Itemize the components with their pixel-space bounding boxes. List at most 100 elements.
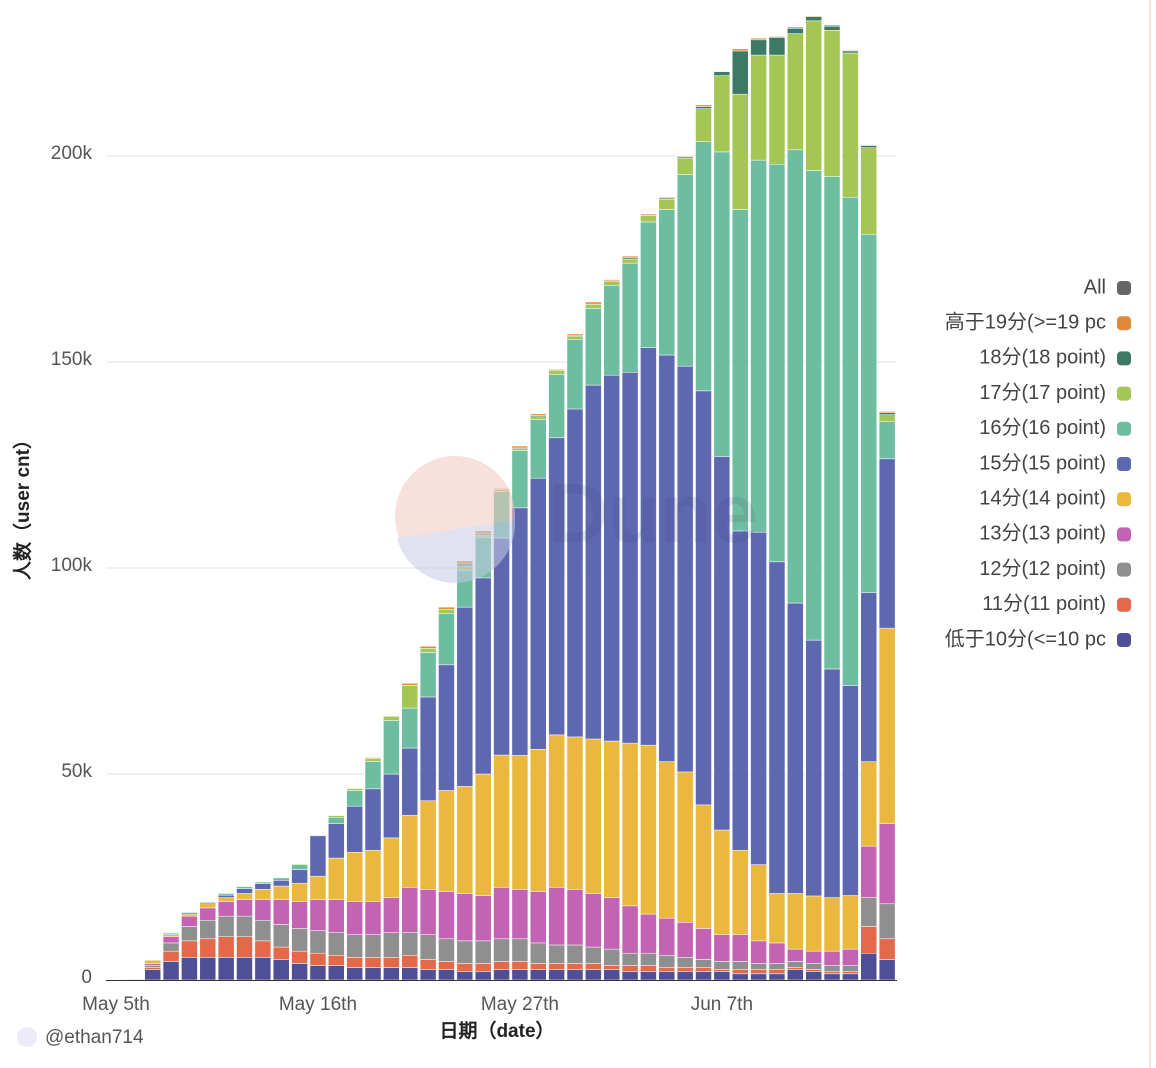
bar-segment bbox=[364, 757, 382, 759]
bar-segment bbox=[676, 971, 694, 981]
bar-segment bbox=[640, 744, 657, 915]
bar-segment bbox=[383, 957, 400, 968]
bar-segment bbox=[548, 368, 565, 371]
bar-segment bbox=[254, 899, 272, 921]
bar-segment bbox=[640, 221, 657, 348]
bar-segment bbox=[291, 864, 308, 870]
bar-segment bbox=[438, 664, 455, 791]
bar-segment bbox=[750, 37, 767, 41]
bar-segment bbox=[419, 889, 437, 935]
bar-segment bbox=[566, 408, 584, 738]
x-tick-label: Jun 7th bbox=[691, 994, 753, 1015]
bar-segment bbox=[805, 969, 822, 973]
legend-swatch bbox=[1117, 351, 1131, 366]
bar-segment bbox=[603, 948, 620, 966]
bar-segment bbox=[566, 969, 584, 981]
bar-segment bbox=[695, 928, 712, 960]
bar-segment bbox=[750, 973, 767, 981]
bar-segment bbox=[713, 961, 731, 970]
bar-segment bbox=[144, 969, 161, 981]
bar-segment bbox=[438, 608, 455, 614]
bar-segment bbox=[878, 823, 896, 905]
bar-segment bbox=[842, 49, 859, 52]
bar-segment bbox=[272, 880, 290, 887]
bar-segment bbox=[603, 969, 620, 981]
bar-segment bbox=[236, 888, 253, 894]
bar-segment bbox=[162, 942, 180, 952]
bar-segment bbox=[217, 893, 235, 896]
bar-segment bbox=[291, 963, 308, 981]
bar-segment bbox=[566, 944, 584, 964]
bar-segment bbox=[162, 961, 180, 981]
bar-segment bbox=[217, 901, 235, 917]
bar-segment bbox=[731, 969, 749, 975]
bar-segment bbox=[217, 936, 235, 958]
bar-segment bbox=[768, 561, 786, 894]
bar-segment bbox=[842, 971, 859, 975]
bar-segment bbox=[823, 668, 841, 898]
bar-segment bbox=[530, 419, 547, 479]
bar-segment bbox=[199, 901, 217, 903]
bar-segment bbox=[603, 897, 620, 950]
bar-segment bbox=[530, 749, 547, 892]
bar-segment bbox=[768, 963, 786, 970]
legend-swatch bbox=[1117, 492, 1131, 507]
bar-segment bbox=[474, 971, 492, 981]
bar-segment bbox=[640, 952, 657, 966]
bar-segment bbox=[383, 716, 400, 721]
bar-segment bbox=[456, 971, 474, 981]
bar-segment bbox=[805, 15, 822, 17]
bar-segment bbox=[731, 48, 749, 52]
bar-segment bbox=[787, 948, 804, 962]
bar-segment bbox=[750, 864, 767, 942]
bar-segment bbox=[530, 891, 547, 944]
bar-segment bbox=[309, 875, 327, 900]
bar-segment bbox=[603, 740, 620, 898]
y-tick-label: 150k bbox=[51, 349, 93, 370]
x-tick-label: May 27th bbox=[481, 994, 559, 1015]
bar-segment bbox=[419, 934, 437, 960]
bar-segment bbox=[860, 592, 878, 762]
bar-segment bbox=[328, 823, 345, 859]
bar-segment bbox=[272, 946, 290, 960]
bar-segment bbox=[731, 93, 749, 210]
bar-segment bbox=[181, 911, 198, 914]
bar-segment bbox=[676, 174, 694, 367]
bar-segment bbox=[254, 889, 272, 900]
bar-segment bbox=[217, 897, 235, 902]
bar-segment bbox=[162, 932, 180, 935]
y-tick-label: 100k bbox=[51, 555, 93, 576]
legend-label: 11分(11 point) bbox=[982, 592, 1106, 615]
bar-segment bbox=[401, 955, 418, 968]
bars: May 5th May 16th May 27th Jun 7th bbox=[82, 15, 896, 1015]
bar-segment bbox=[676, 155, 694, 158]
bar-segment bbox=[713, 75, 731, 153]
bar-segment bbox=[346, 790, 363, 807]
bar-segment bbox=[621, 905, 639, 954]
bar-segment bbox=[548, 963, 565, 970]
bar-segment bbox=[401, 967, 418, 981]
bar-segment bbox=[658, 199, 676, 210]
bar-segment bbox=[750, 963, 767, 970]
bar-segment bbox=[805, 639, 822, 897]
bar-segment bbox=[328, 817, 345, 824]
bar-segment bbox=[236, 893, 253, 900]
bar-segment bbox=[842, 965, 859, 973]
bar-segment bbox=[750, 54, 767, 161]
bar-segment bbox=[823, 950, 841, 966]
legend-swatch bbox=[1117, 633, 1131, 647]
legend-label: 低于10分(<=10 pc bbox=[945, 627, 1106, 650]
legend-swatch bbox=[1117, 421, 1131, 436]
bar-segment bbox=[401, 747, 418, 816]
bar-segment bbox=[438, 606, 455, 610]
x-axis-label: 日期（date） bbox=[439, 1019, 554, 1042]
bar-segment bbox=[530, 942, 547, 964]
bar-segment bbox=[438, 969, 455, 981]
bar-segment bbox=[456, 786, 474, 894]
bar-segment bbox=[511, 755, 529, 890]
bar-segment bbox=[474, 577, 492, 775]
bar-segment bbox=[566, 335, 584, 340]
bar-segment bbox=[658, 917, 676, 956]
x-tick-label: May 5th bbox=[82, 994, 150, 1015]
bar-segment bbox=[456, 963, 474, 973]
